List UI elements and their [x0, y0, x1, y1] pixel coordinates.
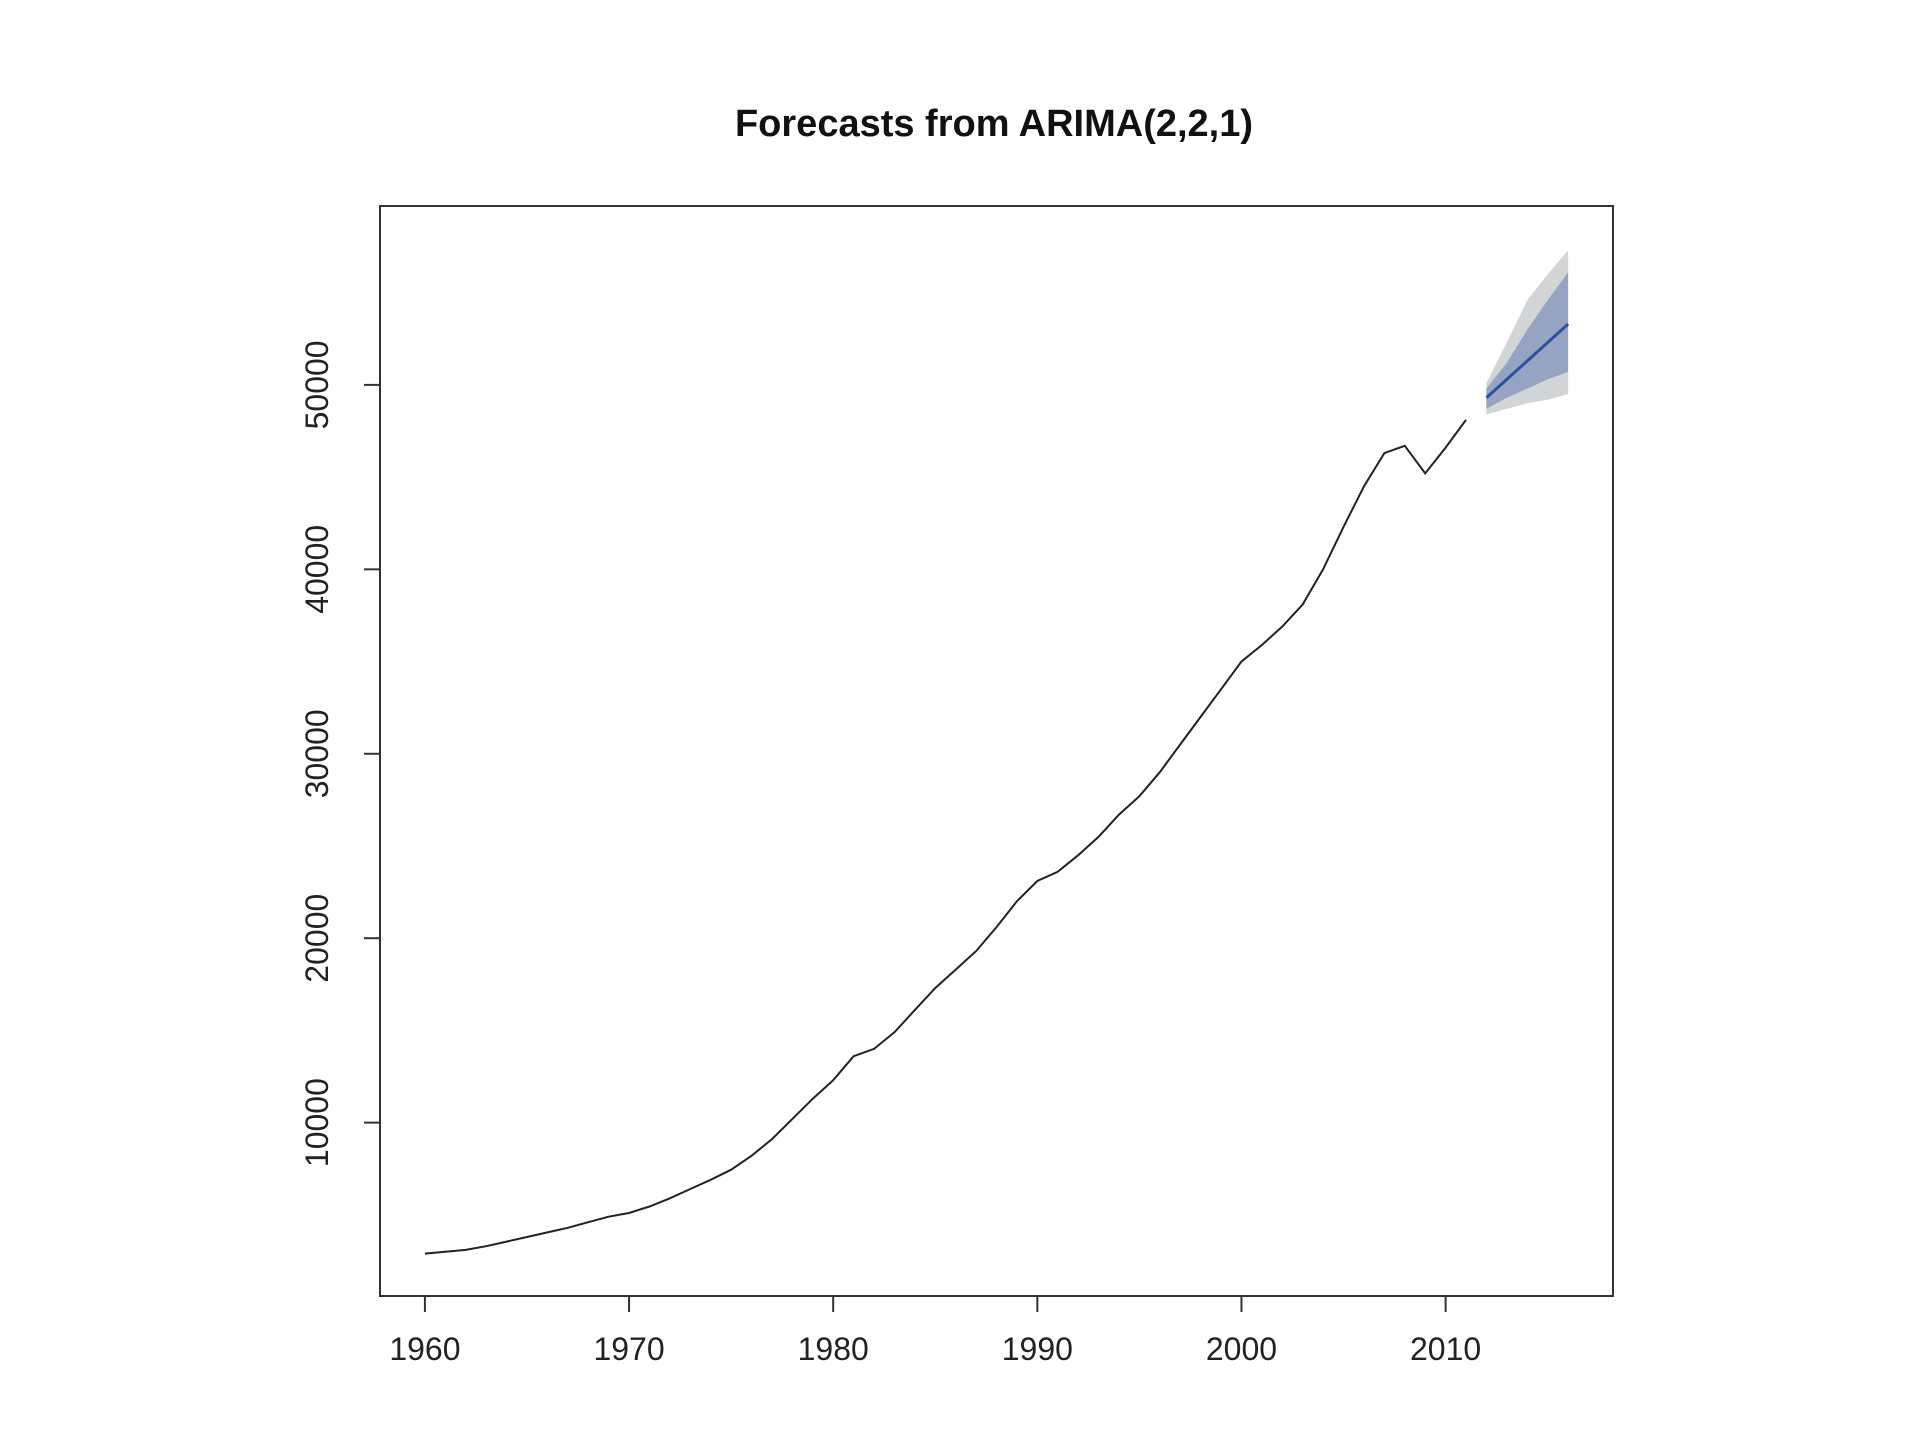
forecast-line — [1485, 322, 1570, 399]
x-tick-label: 1980 — [798, 1331, 869, 1367]
plot-frame — [379, 205, 1614, 1297]
y-tick-label: 30000 — [299, 709, 335, 798]
chart-title: Forecasts from ARIMA(2,2,1) — [735, 103, 1253, 145]
y-tick-label: 10000 — [299, 1078, 335, 1167]
band-80 — [1486, 272, 1569, 409]
history-line — [424, 419, 1467, 1255]
x-tick-label: 2010 — [1410, 1331, 1481, 1367]
x-tick-label: 1960 — [389, 1331, 460, 1367]
y-axis: 10000 20000 30000 40000 50000 — [299, 340, 381, 1167]
x-tick-label: 1970 — [593, 1331, 664, 1367]
y-tick-label: 50000 — [299, 340, 335, 429]
series-lines — [424, 322, 1570, 1255]
y-tick-label: 20000 — [299, 894, 335, 983]
x-axis: 1960 1970 1980 1990 2000 2010 — [389, 1295, 1481, 1367]
forecast-bands — [1486, 250, 1569, 415]
x-tick-label: 2000 — [1206, 1331, 1277, 1367]
x-tick-label: 1990 — [1002, 1331, 1073, 1367]
y-tick-label: 40000 — [299, 525, 335, 614]
